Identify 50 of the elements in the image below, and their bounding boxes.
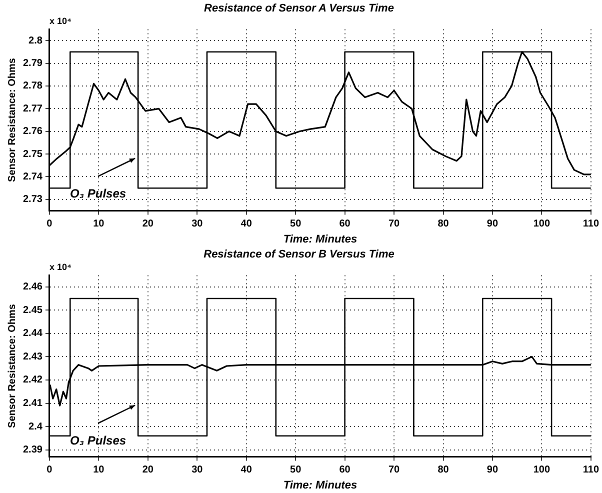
text: x 10⁴ bbox=[49, 262, 72, 272]
y-tick-label: 2.41 bbox=[22, 398, 43, 409]
x-tick-label: 10 bbox=[93, 218, 105, 230]
chart-title: Resistance of Sensor B Versus Time bbox=[204, 248, 394, 261]
y-tick-label: 2.42 bbox=[22, 374, 43, 386]
x-tick-label: 40 bbox=[240, 218, 252, 230]
y-axis-title: Sensor Resistance: Ohms bbox=[6, 304, 18, 428]
x-tick-label: 70 bbox=[388, 464, 400, 476]
y-tick-label: 2.43 bbox=[22, 351, 43, 362]
x-tick-label: 20 bbox=[142, 464, 154, 476]
annotation: O₃ Pulses bbox=[70, 186, 126, 201]
x-tick-label: 40 bbox=[240, 464, 252, 476]
y-tick-label: 2.46 bbox=[22, 282, 43, 293]
x-tick-label: 60 bbox=[339, 464, 351, 476]
x-axis-title: Time: Minutes bbox=[283, 479, 358, 492]
x-tick-label: 30 bbox=[192, 218, 204, 230]
x-tick-label: 100 bbox=[533, 464, 550, 476]
y-tick-label: 2.77 bbox=[22, 103, 43, 114]
x-tick-label: 50 bbox=[290, 218, 302, 230]
x-tick-label: 0 bbox=[46, 464, 53, 476]
x-tick-label: 10 bbox=[93, 464, 105, 476]
chart-title: Resistance of Sensor A Versus Time bbox=[204, 2, 394, 15]
x-tick-label: 30 bbox=[192, 464, 204, 476]
x-tick-label: 80 bbox=[438, 464, 450, 476]
y-tick-label: 2.74 bbox=[22, 172, 43, 182]
x-tick-label: 0 bbox=[46, 218, 53, 230]
annotation: O₃ Pulses bbox=[70, 434, 126, 448]
x-tick-label: 70 bbox=[388, 218, 400, 230]
y-tick-label: 2.76 bbox=[22, 126, 43, 138]
x-tick-label: 110 bbox=[582, 218, 600, 230]
x-tick-label: 50 bbox=[290, 464, 302, 476]
x-tick-label: 110 bbox=[582, 464, 600, 476]
x-tick-label: 100 bbox=[533, 218, 550, 230]
y-tick-label: 2.8 bbox=[28, 35, 43, 46]
x-tick-label: 80 bbox=[438, 218, 450, 230]
y-tick-label: 2.79 bbox=[22, 58, 43, 69]
y-tick-label: 2.4 bbox=[28, 421, 43, 432]
y-axis-title: Sensor Resistance: Ohms bbox=[6, 58, 18, 182]
y-tick-label: 2.45 bbox=[22, 304, 43, 316]
y-tick-label: 2.44 bbox=[22, 328, 43, 340]
y-tick-label: 2.78 bbox=[22, 80, 43, 92]
y-tick-label: 2.39 bbox=[22, 444, 43, 456]
x-tick-label: 90 bbox=[486, 218, 498, 230]
x-tick-label: 60 bbox=[339, 218, 351, 230]
x-tick-label: 90 bbox=[486, 464, 498, 476]
y-tick-label: 2.75 bbox=[22, 148, 43, 160]
text: x 10⁴ bbox=[49, 16, 72, 26]
x-axis-title: Time: Minutes bbox=[283, 233, 358, 246]
x-tick-label: 20 bbox=[142, 218, 154, 230]
y-tick-label: 2.73 bbox=[22, 194, 43, 206]
